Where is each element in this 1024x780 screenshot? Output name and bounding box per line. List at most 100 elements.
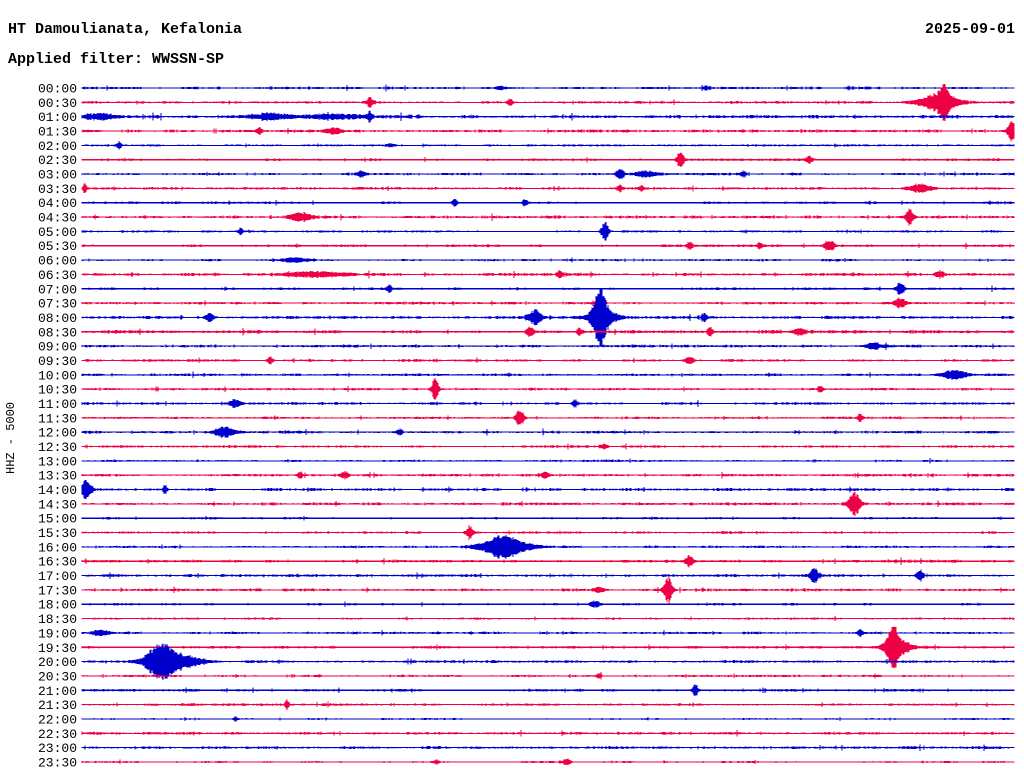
trace-row-1200 [81, 426, 1015, 438]
trace-row-2130 [81, 699, 1015, 710]
trace-row-0430 [81, 208, 1015, 226]
trace-row-1300 [81, 458, 1015, 464]
trace-row-0800 [81, 287, 1015, 348]
time-label: 06:30 [38, 268, 77, 283]
time-label: 02:30 [38, 153, 77, 168]
time-label: 00:00 [38, 82, 77, 97]
trace-row-1430 [81, 491, 1015, 516]
trace-row-0700 [81, 282, 1015, 295]
time-label: 09:30 [38, 354, 77, 369]
trace-row-1630 [81, 554, 1015, 568]
trace-row-1100 [81, 399, 1015, 408]
trace-row-1500 [81, 515, 1015, 521]
time-label: 08:00 [38, 311, 77, 326]
time-label: 16:00 [38, 540, 77, 555]
time-label: 14:30 [38, 497, 77, 512]
time-label: 21:00 [38, 684, 77, 699]
trace-row-2000 [81, 643, 1015, 680]
time-label: 06:00 [38, 254, 77, 269]
time-label: 18:30 [38, 612, 77, 627]
trace-row-0830 [81, 326, 1015, 337]
time-label: 01:30 [38, 125, 77, 140]
trace-row-0530 [81, 240, 1015, 251]
time-label: 22:30 [38, 727, 77, 742]
time-label: 22:00 [38, 713, 77, 728]
trace-row-1400 [81, 479, 1015, 500]
trace-row-2230 [81, 730, 1015, 737]
time-label: 02:00 [38, 139, 77, 154]
time-label: 20:00 [38, 655, 77, 670]
time-label: 15:30 [38, 526, 77, 541]
trace-row-0500 [81, 222, 1015, 241]
trace-row-0900 [81, 342, 1015, 351]
time-label: 12:00 [38, 426, 77, 441]
time-label: 21:30 [38, 698, 77, 713]
date-label: 2025-09-01 [924, 21, 1015, 38]
time-label: 04:30 [38, 211, 77, 226]
trace-row-1700 [81, 568, 1015, 583]
trace-row-1900 [81, 628, 1015, 637]
time-label: 01:00 [38, 110, 77, 125]
time-label: 08:30 [38, 325, 77, 340]
time-label: 23:00 [38, 741, 77, 756]
time-label: 18:00 [38, 598, 77, 613]
trace-row-0100 [81, 110, 1015, 123]
trace-row-1030 [81, 378, 1015, 400]
time-label: 12:30 [38, 440, 77, 455]
time-label: 11:00 [38, 397, 77, 412]
time-label: 13:30 [38, 469, 77, 484]
time-label: 11:30 [38, 411, 77, 426]
time-label: 07:00 [38, 282, 77, 297]
trace-row-0730 [81, 295, 1015, 311]
station-title: HT Damoulianata, Kefalonia [8, 21, 243, 38]
time-label: 17:30 [38, 583, 77, 598]
trace-row-1800 [81, 600, 1015, 608]
trace-row-0030 [81, 83, 1015, 121]
trace-row-1730 [81, 576, 1015, 604]
trace-row-2030 [81, 672, 1015, 680]
trace-row-1930 [81, 626, 1015, 668]
time-label: 09:00 [38, 340, 77, 355]
time-label: 19:30 [38, 641, 77, 656]
time-label: 04:00 [38, 196, 77, 211]
time-label: 07:30 [38, 297, 77, 312]
time-label: 05:30 [38, 239, 77, 254]
time-label: 13:00 [38, 454, 77, 469]
time-label: 14:00 [38, 483, 77, 498]
trace-row-2200 [81, 716, 1015, 722]
time-label: 23:30 [38, 756, 77, 771]
trace-row-1230 [81, 443, 1015, 450]
trace-row-2300 [81, 744, 1015, 751]
trace-row-0630 [81, 270, 1015, 279]
time-label: 15:00 [38, 512, 77, 527]
trace-row-1330 [81, 471, 1015, 480]
trace-row-1600 [81, 534, 1015, 559]
time-label: 19:00 [38, 626, 77, 641]
time-label: 00:30 [38, 96, 77, 111]
trace-row-0930 [81, 356, 1015, 365]
trace-row-0230 [81, 152, 1015, 167]
time-label: 03:00 [38, 168, 77, 183]
time-label: 17:00 [38, 569, 77, 584]
trace-row-0300 [81, 169, 1015, 179]
time-label: 16:30 [38, 555, 77, 570]
trace-row-1000 [81, 369, 1015, 380]
trace-row-0400 [81, 198, 1015, 207]
time-label: 03:30 [38, 182, 77, 197]
trace-row-0000 [81, 84, 1015, 92]
trace-row-1830 [81, 616, 1015, 621]
trace-row-2100 [81, 684, 1015, 696]
trace-row-0200 [81, 141, 1015, 150]
trace-row-2330 [81, 758, 1015, 766]
trace-row-0330 [81, 183, 1015, 194]
time-label: 05:00 [38, 225, 77, 240]
trace-row-1130 [81, 410, 1015, 425]
trace-row-0600 [81, 257, 1015, 263]
time-label: 20:30 [38, 669, 77, 684]
time-label: 10:00 [38, 368, 77, 383]
time-label: 10:30 [38, 383, 77, 398]
filter-label: Applied filter: WWSSN-SP [8, 51, 225, 68]
trace-row-1530 [81, 525, 1015, 540]
trace-row-0130 [81, 120, 1015, 142]
